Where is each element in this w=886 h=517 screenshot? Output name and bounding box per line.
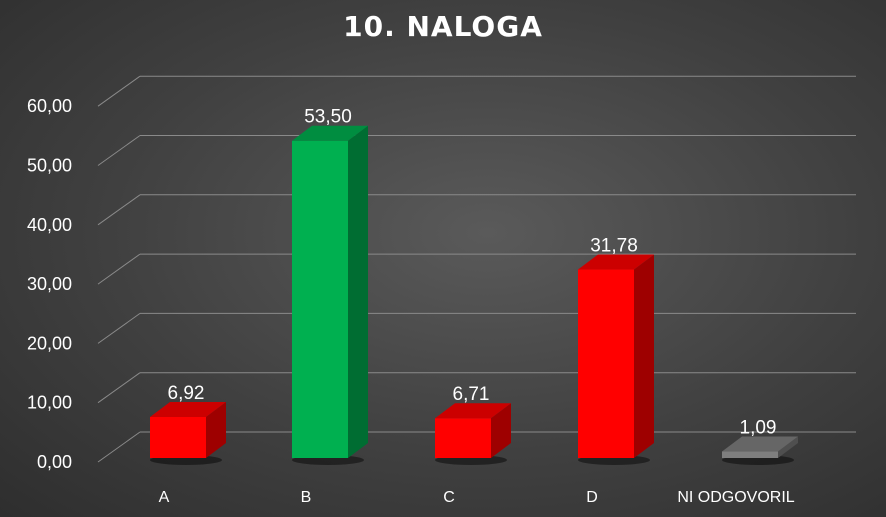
bar <box>578 269 634 458</box>
y-tick-label: 0,00 <box>37 452 72 472</box>
bar-top <box>435 403 511 419</box>
y-tick-label: 10,00 <box>27 393 72 413</box>
x-tick-label: NI ODGOVORIL <box>677 489 794 506</box>
gridline-depth <box>97 372 141 404</box>
y-tick-label: 20,00 <box>27 333 72 353</box>
data-label: 6,71 <box>453 384 490 405</box>
bar <box>435 418 491 458</box>
gridline-depth <box>97 75 141 107</box>
gridline-depth <box>97 312 141 344</box>
bar <box>150 416 206 458</box>
bar-side <box>491 403 511 458</box>
bar-top <box>150 401 226 417</box>
x-tick-label: D <box>586 489 598 506</box>
x-tick-label: B <box>301 489 312 506</box>
bar-side <box>348 125 368 459</box>
y-tick-label: 30,00 <box>27 274 72 294</box>
chart-title: 10. NALOGA <box>343 10 543 43</box>
bar-top <box>292 125 368 141</box>
y-tick-label: 50,00 <box>27 156 72 176</box>
bar-side <box>634 254 654 458</box>
bar <box>292 140 348 458</box>
bar <box>722 451 778 458</box>
data-label: 1,09 <box>740 418 777 439</box>
bar-side <box>206 401 226 458</box>
bar-side <box>778 436 798 458</box>
y-tick-label: 40,00 <box>27 215 72 235</box>
data-label: 53,50 <box>304 107 352 128</box>
x-tick-label: C <box>443 489 455 506</box>
bar-top <box>578 254 654 270</box>
x-tick-label: A <box>159 489 170 506</box>
gridline-depth <box>97 135 141 166</box>
gridline-depth <box>97 253 141 285</box>
bar-top <box>722 436 798 452</box>
gridline-depth <box>97 431 141 463</box>
data-label: 31,78 <box>590 236 638 257</box>
y-tick-label: 60,00 <box>27 96 72 116</box>
data-label: 6,92 <box>168 383 205 404</box>
gridline-depth <box>97 194 141 226</box>
